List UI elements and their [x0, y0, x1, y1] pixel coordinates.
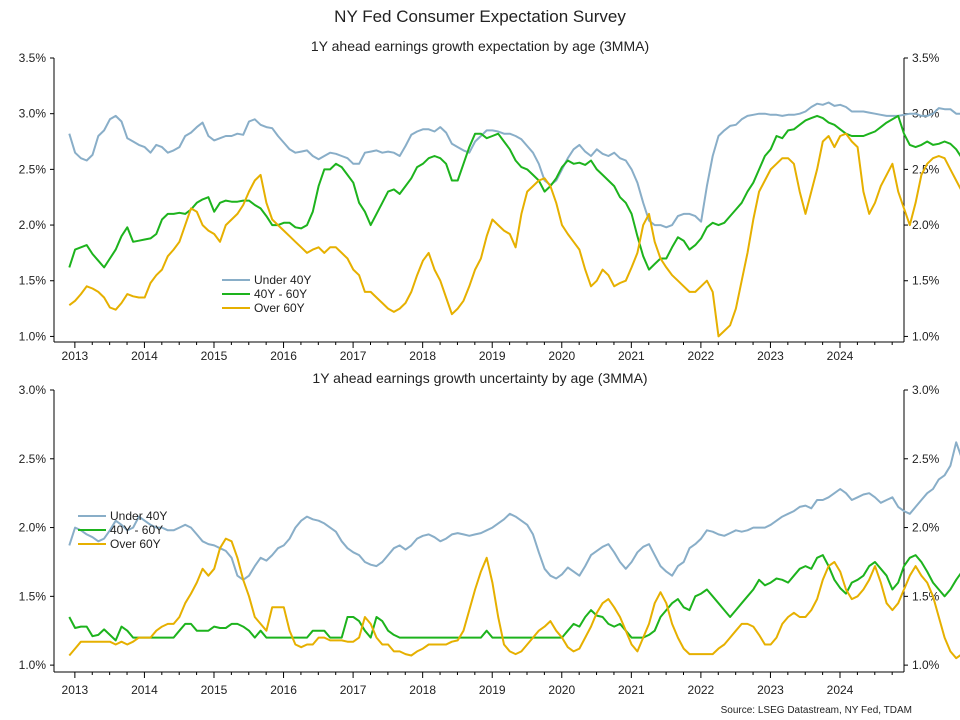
x-tick-label: 2019 [479, 683, 506, 697]
series-line-over-60y [68, 132, 960, 338]
panel-uncertainty: 1Y ahead earnings growth uncertainty by … [19, 370, 960, 697]
x-tick-label: 2022 [688, 683, 715, 697]
x-tick-label: 2020 [548, 683, 575, 697]
y-tick-label-left: 3.5% [19, 51, 47, 65]
y-tick-label-left: 2.0% [19, 218, 47, 232]
y-tick-label-right: 3.0% [912, 383, 940, 397]
x-tick-label: 2018 [409, 349, 436, 363]
series-line-under-40y [68, 101, 960, 229]
y-tick-label-right: 3.0% [912, 107, 940, 121]
source-note: Source: LSEG Datastream, NY Fed, TDAM [721, 705, 912, 716]
chart-title: NY Fed Consumer Expectation Survey [334, 7, 626, 26]
series-line-40y-60y [68, 554, 960, 642]
x-tick-label: 2021 [618, 349, 645, 363]
panel-subtitle: 1Y ahead earnings growth expectation by … [311, 38, 649, 54]
y-tick-label-left: 1.0% [19, 329, 47, 343]
x-tick-label: 2023 [757, 349, 784, 363]
series-line-40y-60y [68, 114, 960, 271]
legend-label: Over 60Y [110, 537, 161, 551]
legend-label: Under 40Y [254, 273, 311, 287]
legend-label: 40Y - 60Y [110, 523, 163, 537]
x-tick-label: 2016 [270, 683, 297, 697]
x-tick-label: 2024 [827, 349, 854, 363]
legend-label: Under 40Y [110, 509, 167, 523]
y-tick-label-left: 1.0% [19, 658, 47, 672]
y-tick-label-left: 2.5% [19, 452, 47, 466]
x-tick-label: 2015 [201, 349, 228, 363]
x-tick-label: 2018 [409, 683, 436, 697]
x-tick-label: 2017 [340, 683, 367, 697]
y-tick-label-right: 3.5% [912, 51, 940, 65]
x-tick-label: 2020 [548, 349, 575, 363]
x-tick-label: 2014 [131, 683, 158, 697]
y-tick-label-left: 2.0% [19, 521, 47, 535]
y-tick-label-right: 2.5% [912, 162, 940, 176]
x-tick-label: 2014 [131, 349, 158, 363]
y-tick-label-left: 3.0% [19, 383, 47, 397]
y-tick-label-right: 2.5% [912, 452, 940, 466]
y-tick-label-left: 2.5% [19, 162, 47, 176]
y-tick-label-right: 1.5% [912, 589, 940, 603]
y-tick-label-left: 3.0% [19, 107, 47, 121]
x-tick-label: 2021 [618, 683, 645, 697]
x-tick-label: 2016 [270, 349, 297, 363]
x-tick-label: 2013 [62, 683, 89, 697]
series-line-over-60y [68, 537, 960, 660]
panel-expectation: 1Y ahead earnings growth expectation by … [19, 38, 960, 363]
y-tick-label-right: 2.0% [912, 521, 940, 535]
y-tick-label-left: 1.5% [19, 589, 47, 603]
legend-label: 40Y - 60Y [254, 287, 307, 301]
y-tick-label-right: 1.0% [912, 329, 940, 343]
x-tick-label: 2017 [340, 349, 367, 363]
x-tick-label: 2023 [757, 683, 784, 697]
series-line-under-40y [68, 441, 960, 581]
y-tick-label-right: 2.0% [912, 218, 940, 232]
x-tick-label: 2015 [201, 683, 228, 697]
panel-subtitle: 1Y ahead earnings growth uncertainty by … [312, 370, 647, 386]
x-tick-label: 2022 [688, 349, 715, 363]
x-tick-label: 2013 [62, 349, 89, 363]
y-tick-label-right: 1.5% [912, 274, 940, 288]
y-tick-label-left: 1.5% [19, 274, 47, 288]
y-tick-label-right: 1.0% [912, 658, 940, 672]
x-tick-label: 2024 [827, 683, 854, 697]
legend-label: Over 60Y [254, 301, 305, 315]
x-tick-label: 2019 [479, 349, 506, 363]
